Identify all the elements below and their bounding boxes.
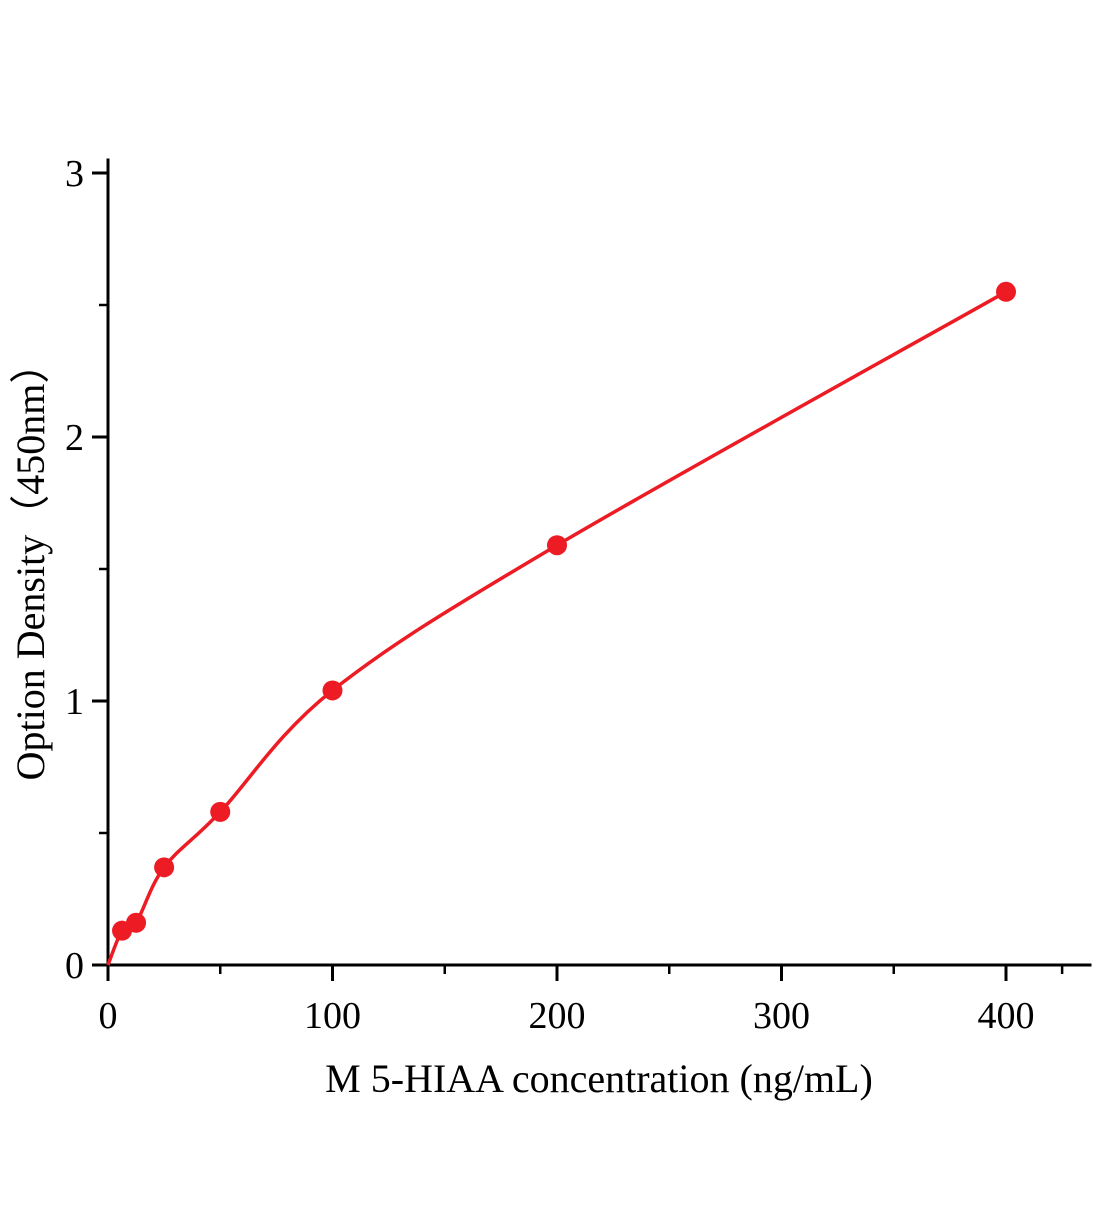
x-axis-tick-label: 100 (304, 995, 361, 1037)
data-points (112, 281, 1016, 941)
axis-spines (106, 158, 1092, 967)
fit-curve (106, 290, 1007, 966)
x-axis-tick-label: 300 (753, 995, 810, 1037)
x-axis-tick-label: 400 (978, 995, 1035, 1037)
y-axis-tick-label: 0 (65, 945, 84, 987)
standard-curve-line (106, 290, 1007, 966)
x-axis-label: M 5-HIAA concentration (ng/mL) (325, 1056, 873, 1101)
x-axis-tick-label: 0 (99, 995, 118, 1037)
axis-tick-labels: 0 100 200 300 400 0 1 2 3 (65, 153, 1035, 1037)
y-axis-tick-label: 1 (65, 681, 84, 723)
axis-ticks (92, 171, 1064, 981)
data-point (547, 535, 567, 556)
axes (106, 158, 1092, 967)
y-axis-tick-label: 2 (65, 417, 84, 459)
data-point (322, 680, 343, 701)
x-axis-tick-label: 200 (529, 995, 586, 1037)
y-axis-label: Option Density（450nm） (8, 344, 53, 781)
data-point (996, 281, 1016, 302)
data-point (210, 801, 231, 822)
y-axis-tick-label: 3 (65, 153, 84, 195)
data-point (154, 857, 175, 878)
data-point (126, 912, 147, 933)
